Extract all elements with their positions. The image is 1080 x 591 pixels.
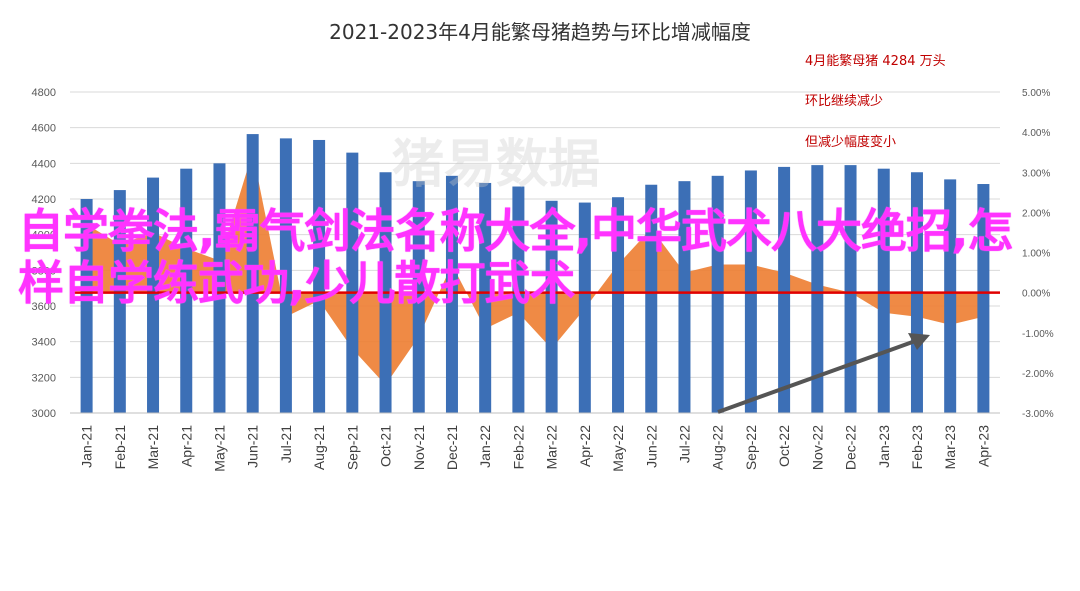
bar xyxy=(279,138,292,413)
y-right-tick-label: 4.00% xyxy=(1022,128,1050,139)
annotation-1: 4月能繁母猪 4284 万头 xyxy=(805,54,946,69)
x-tick-label: Jun-22 xyxy=(643,425,659,468)
bar-layer xyxy=(80,134,990,413)
y-left-tick-label: 3600 xyxy=(32,301,56,313)
annotation-2: 环比继续减少 xyxy=(805,94,884,109)
x-tick-label: Sep-22 xyxy=(743,425,759,470)
y-right-tick-label: 1.00% xyxy=(1022,249,1050,260)
bar xyxy=(944,179,957,413)
y-left-tick-label: 3400 xyxy=(32,337,56,349)
bar xyxy=(246,134,259,413)
x-tick-label: Mar-23 xyxy=(942,425,958,470)
x-tick-label: Nov-22 xyxy=(809,425,825,470)
area-layer xyxy=(86,152,984,385)
mom-change-area xyxy=(86,152,984,385)
bar xyxy=(412,181,425,413)
line-layer xyxy=(70,291,1000,414)
y-right-tick-label: 5.00% xyxy=(1022,88,1050,99)
x-tick-label: Oct-22 xyxy=(776,425,792,467)
y-right-tick-label: -2.00% xyxy=(1022,369,1054,380)
axis-layer: 3000 3200 3400 3600 3800 4000 4200 4400 4600 4800… xyxy=(32,87,1054,472)
bar xyxy=(977,184,990,413)
bar xyxy=(612,197,625,413)
y-left-tick-label: 4200 xyxy=(32,194,56,206)
y-left-tick-label: 4600 xyxy=(32,123,56,135)
x-tick-label: Nov-21 xyxy=(411,425,427,470)
x-tick-label: Mar-21 xyxy=(145,425,161,470)
trend-arrow-head xyxy=(908,333,930,350)
x-tick-label: Dec-21 xyxy=(444,425,460,470)
bar xyxy=(545,200,558,413)
bar xyxy=(313,139,326,413)
x-tick-label: Jan-22 xyxy=(477,425,493,468)
x-tick-label: Jun-21 xyxy=(245,425,261,468)
x-tick-label: Sep-21 xyxy=(344,425,360,470)
y-left-tick-label: 4800 xyxy=(32,87,56,99)
x-tick-label: Feb-21 xyxy=(112,425,128,470)
bar xyxy=(180,168,193,413)
y-left-tick-label: 3200 xyxy=(32,372,56,384)
bar xyxy=(445,175,458,413)
x-tick-label: Apr-21 xyxy=(178,425,194,467)
bar xyxy=(113,190,126,413)
y-right-tick-label: 3.00% xyxy=(1022,168,1050,179)
bar xyxy=(645,184,658,413)
x-tick-label: May-21 xyxy=(211,425,227,472)
y-left-tick-label: 3800 xyxy=(32,265,56,277)
x-tick-label: Aug-21 xyxy=(311,425,327,470)
watermark: 猪易数据 xyxy=(392,135,601,195)
x-tick-label: Feb-23 xyxy=(909,425,925,470)
y-right-tick-label: 0.00% xyxy=(1022,289,1050,300)
x-tick-label: Jan-21 xyxy=(79,425,95,468)
x-tick-label: Feb-22 xyxy=(510,425,526,470)
trend-arrow-line xyxy=(717,338,919,414)
x-tick-label: May-22 xyxy=(610,425,626,472)
x-tick-label: Apr-23 xyxy=(975,425,991,467)
y-left-tick-label: 4000 xyxy=(32,230,56,242)
y-left-tick-label: 3000 xyxy=(32,408,56,420)
y-right-tick-label: -1.00% xyxy=(1022,329,1054,340)
y-left-tick-label: 4400 xyxy=(32,158,56,170)
bar xyxy=(778,166,791,413)
y-right-tick-label: -3.00% xyxy=(1022,409,1054,420)
x-tick-label: Mar-22 xyxy=(544,425,560,470)
overlay-text: 自学拳法,霸气剑法名称大全,中华武术八大绝招,怎样自学练武功,少儿散打武术 xyxy=(18,204,1013,310)
bar xyxy=(811,165,824,413)
y-right-tick-label: 2.00% xyxy=(1022,208,1050,219)
bar xyxy=(479,182,492,413)
x-tick-label: Apr-22 xyxy=(577,425,593,467)
x-tick-label: Jul-22 xyxy=(676,425,692,463)
bar xyxy=(678,181,691,413)
x-tick-label: Oct-21 xyxy=(378,425,394,467)
bar xyxy=(844,165,857,413)
bar xyxy=(578,202,591,413)
bar xyxy=(512,186,525,413)
chart-title: 2021-2023年4月能繁母猪趋势与环比增减幅度 xyxy=(329,20,751,44)
bar xyxy=(213,163,226,413)
annotation-3: 但减少幅度变小 xyxy=(805,135,897,150)
x-tick-label: Dec-22 xyxy=(843,425,859,470)
bar xyxy=(147,177,160,413)
x-tick-label: Jan-23 xyxy=(876,425,892,468)
bar xyxy=(80,199,93,413)
bar xyxy=(346,152,359,413)
x-tick-label: Jul-21 xyxy=(278,425,294,463)
x-tick-label: Aug-22 xyxy=(710,425,726,470)
bar xyxy=(711,175,724,413)
